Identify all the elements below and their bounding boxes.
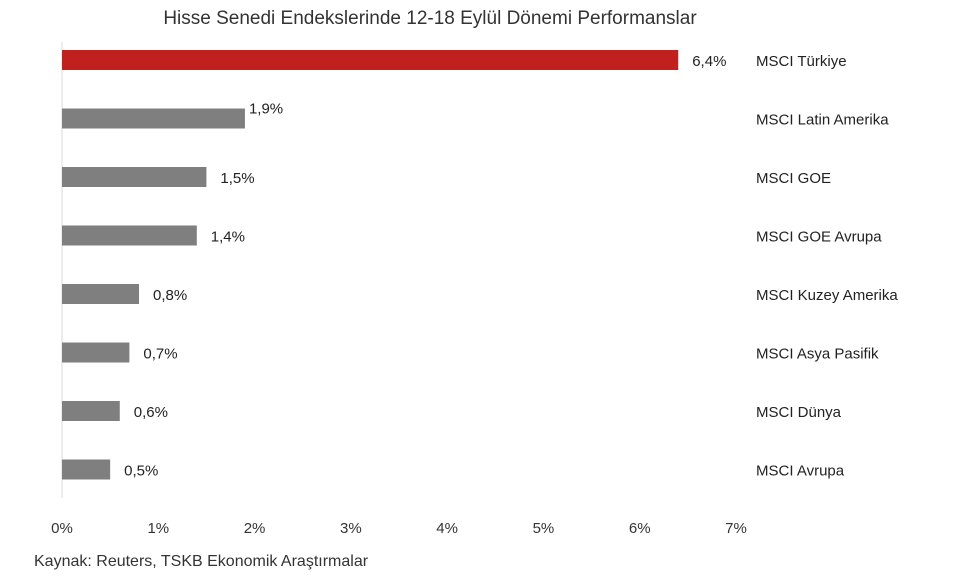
x-tick-label-6: 5% bbox=[533, 520, 555, 537]
category-label-4: MSCI GOE Avrupa bbox=[756, 229, 882, 246]
data-label-5: 0,8% bbox=[153, 287, 187, 304]
bar-1 bbox=[62, 50, 679, 70]
category-label-6: MSCI Asya Pasifik bbox=[756, 346, 879, 363]
bar-2 bbox=[62, 108, 245, 129]
x-tick-label-2: 1% bbox=[147, 520, 169, 537]
x-tick-label-5: 4% bbox=[436, 520, 458, 537]
bar-3 bbox=[62, 167, 207, 187]
bar-7 bbox=[62, 401, 120, 421]
bar-6 bbox=[62, 342, 130, 363]
bar-5 bbox=[62, 284, 140, 304]
category-label-2: MSCI Latin Amerika bbox=[756, 112, 889, 129]
chart-title: Hisse Senedi Endekslerinde 12-18 Eylül D… bbox=[163, 8, 697, 29]
source-note: Kaynak: Reuters, TSKB Ekonomik Araştırma… bbox=[34, 553, 369, 570]
category-label-8: MSCI Avrupa bbox=[756, 463, 845, 480]
data-label-2: 1,9% bbox=[249, 101, 283, 118]
data-label-6: 0,7% bbox=[143, 346, 177, 363]
data-label-7: 0,6% bbox=[134, 404, 168, 421]
data-label-8: 0,5% bbox=[124, 463, 158, 480]
x-tick-label-7: 6% bbox=[629, 520, 651, 537]
x-tick-label-1: 0% bbox=[51, 520, 73, 537]
x-tick-label-8: 7% bbox=[725, 520, 747, 537]
x-tick-label-4: 3% bbox=[340, 520, 362, 537]
bar-4 bbox=[62, 225, 197, 246]
category-label-7: MSCI Dünya bbox=[756, 404, 842, 421]
category-label-3: MSCI GOE bbox=[756, 170, 831, 187]
category-label-1: MSCI Türkiye bbox=[756, 53, 847, 70]
data-label-1: 6,4% bbox=[692, 53, 726, 70]
category-label-5: MSCI Kuzey Amerika bbox=[756, 287, 898, 304]
data-label-3: 1,5% bbox=[220, 170, 254, 187]
x-tick-label-3: 2% bbox=[244, 520, 266, 537]
bar-8 bbox=[62, 459, 111, 480]
data-label-4: 1,4% bbox=[211, 229, 245, 246]
